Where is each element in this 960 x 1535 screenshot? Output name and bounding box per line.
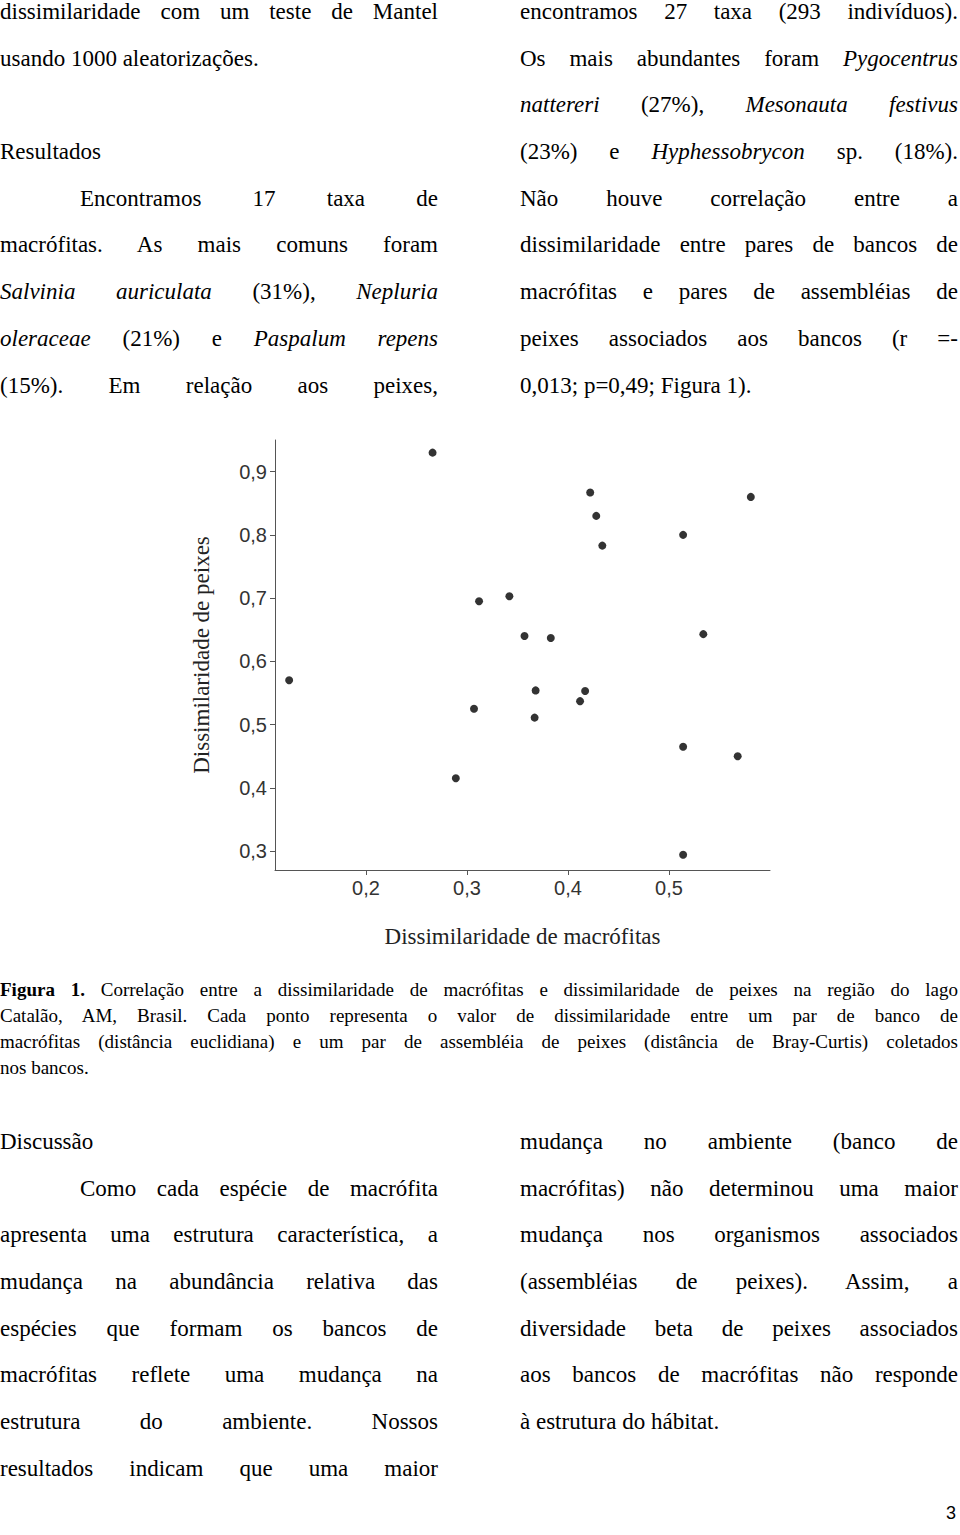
html-text:nos bancos.: nos bancos. [0,1057,89,1078]
html-text:encontramos 27 taxa (293 indiv: encontramos 27 taxa (293 indivíduos). [520,0,958,24]
html-text:macrófitas. As mais comuns for: macrófitas. As mais comuns foram [0,232,438,258]
svg-text:Dissimilaridade de macrófitas: Dissimilaridade de macrófitas [385,924,661,949]
html-text:resultados indicam que uma mai: resultados indicam que uma maior [0,1455,438,1481]
html-text:macrófitas) não determinou uma: macrófitas) não determinou uma maior [520,1175,958,1201]
html-text:macrófitas reflete uma mudança: macrófitas reflete uma mudança na [0,1362,438,1388]
svg-text:0,6: 0,6 [239,650,267,672]
html-text:espécies que formam os bancos: espécies que formam os bancos de [0,1315,438,1341]
html-text:mudança nos organismos associa: mudança nos organismos associados [520,1222,958,1248]
svg-text:0,9: 0,9 [239,461,267,483]
html-text:Resultados: Resultados [0,139,101,165]
html-text:(assembléias de peixes). Assim: (assembléias de peixes). Assim, a [520,1269,958,1295]
html-text:Discussão: Discussão [0,1129,94,1154]
svg-text:0,3: 0,3 [239,840,267,862]
html-text:peixes associados aos bancos (: peixes associados aos bancos (r =- [520,325,958,351]
html-text:(15%). Em relação aos peixes,: (15%). Em relação aos peixes, [0,372,438,398]
html-text:estrutura do ambiente. Nossos: estrutura do ambiente. Nossos [0,1409,438,1435]
svg-text:0,4: 0,4 [554,877,582,899]
html-text:à estrutura do hábitat.: à estrutura do hábitat. [520,1409,720,1435]
svg-text:0,4: 0,4 [239,777,267,799]
html-text:macrófitas e pares de assemblé: macrófitas e pares de assembléias de [520,279,958,305]
html-text:diversidade beta de peixes ass: diversidade beta de peixes associados [520,1315,958,1341]
svg-text:0,8: 0,8 [239,524,267,546]
html-text:(23%) e Hyphessobrycon sp. (18: (23%) e Hyphessobrycon sp. (18%). [520,139,958,165]
html-text:Figura 1. Correlação entre a d: Figura 1. Correlação entre a dissimilari… [0,979,958,1000]
html-text:aos bancos de macrófitas não r: aos bancos de macrófitas não responde [520,1362,958,1388]
html-text:dissimilaridade com um teste d: dissimilaridade com um teste de Mantel [0,0,438,24]
html-text:nattereri (27%), Mesonauta fes: nattereri (27%), Mesonauta festivus [520,92,958,118]
html-text:3: 3 [946,1503,956,1523]
html-text:0,013; p=0,49; Figura 1).: 0,013; p=0,49; Figura 1). [520,372,752,398]
svg-text:Dissimilaridade de peixes: Dissimilaridade de peixes [189,536,214,774]
html-text:usando 1000 aleatorizações.: usando 1000 aleatorizações. [0,45,259,71]
svg-text:0,5: 0,5 [239,714,267,736]
html-text:apresenta uma estrutura caract: apresenta uma estrutura característica, … [0,1222,438,1248]
html-text:Encontramos 17 taxa de: Encontramos 17 taxa de [80,185,438,211]
html-text:Não houve correlação entre a: Não houve correlação entre a [520,185,958,211]
html-text:oleraceae (21%) e Paspalum rep: oleraceae (21%) e Paspalum repens [0,325,438,351]
svg-text:0,3: 0,3 [453,877,481,899]
html-text:Os mais abundantes foram Pygoc: Os mais abundantes foram Pygocentrus [520,45,958,71]
html-text:mudança na abundância relativa: mudança na abundância relativa das [0,1269,438,1295]
html-text:mudança no ambiente (banco de: mudança no ambiente (banco de [520,1129,958,1154]
html-text:dissimilaridade entre pares de: dissimilaridade entre pares de bancos de [520,232,958,258]
svg-text:0,7: 0,7 [239,587,267,609]
html-text:macrófitas (distância euclidia: macrófitas (distância euclidiana) e um p… [0,1031,958,1052]
html-text:Salvinia auriculata (31%), Nep: Salvinia auriculata (31%), Nepluria [0,279,438,305]
svg-text:0,5: 0,5 [655,877,683,899]
svg-text:0,2: 0,2 [352,877,380,899]
html-text:Catalão, AM, Brasil. Cada pont: Catalão, AM, Brasil. Cada ponto represen… [0,1005,958,1026]
html-text:Como cada espécie de macrófita: Como cada espécie de macrófita [80,1175,438,1201]
